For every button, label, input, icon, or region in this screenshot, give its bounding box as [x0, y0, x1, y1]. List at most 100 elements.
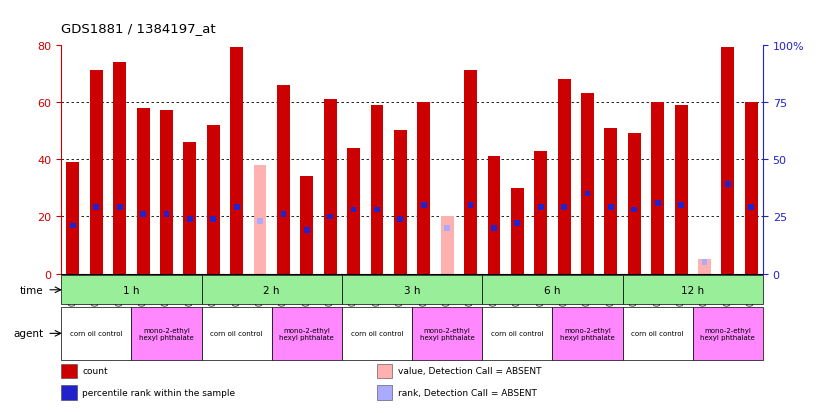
- Bar: [421, 203, 427, 208]
- Bar: [491, 225, 497, 231]
- Bar: [202, 307, 272, 360]
- Text: count: count: [82, 366, 108, 375]
- Bar: [557, 80, 570, 274]
- Bar: [90, 71, 103, 274]
- Bar: [654, 200, 661, 206]
- Bar: [608, 205, 614, 211]
- Text: percentile rank within the sample: percentile rank within the sample: [82, 388, 235, 397]
- Bar: [281, 212, 286, 218]
- Text: time: time: [20, 285, 43, 295]
- Bar: [628, 134, 641, 274]
- Bar: [184, 142, 197, 274]
- Text: corn oil control: corn oil control: [491, 330, 543, 337]
- Bar: [93, 205, 100, 211]
- Bar: [721, 48, 734, 274]
- Bar: [605, 128, 618, 274]
- Bar: [464, 71, 477, 274]
- Text: 2 h: 2 h: [264, 285, 280, 295]
- Bar: [342, 276, 482, 304]
- Bar: [140, 212, 146, 218]
- Text: corn oil control: corn oil control: [70, 330, 122, 337]
- Bar: [61, 307, 131, 360]
- Bar: [66, 163, 79, 274]
- Bar: [444, 225, 450, 231]
- Text: value, Detection Call = ABSENT: value, Detection Call = ABSENT: [398, 366, 542, 375]
- Bar: [632, 207, 637, 213]
- Bar: [377, 364, 392, 378]
- Text: 1 h: 1 h: [123, 285, 140, 295]
- Bar: [230, 48, 243, 274]
- Bar: [725, 182, 731, 188]
- Bar: [394, 131, 407, 274]
- Bar: [206, 126, 220, 274]
- Bar: [254, 166, 267, 274]
- Text: agent: agent: [14, 329, 43, 339]
- Bar: [61, 386, 77, 400]
- Bar: [514, 221, 521, 227]
- Bar: [538, 205, 543, 211]
- Bar: [675, 105, 688, 274]
- Bar: [233, 205, 240, 211]
- Bar: [561, 205, 567, 211]
- Text: mono-2-ethyl
hexyl phthalate: mono-2-ethyl hexyl phthalate: [560, 327, 615, 340]
- Bar: [70, 223, 76, 229]
- Text: corn oil control: corn oil control: [211, 330, 263, 337]
- Bar: [257, 218, 263, 224]
- Bar: [324, 100, 337, 274]
- Bar: [468, 203, 473, 208]
- Bar: [417, 102, 430, 274]
- Bar: [441, 217, 454, 274]
- Text: rank, Detection Call = ABSENT: rank, Detection Call = ABSENT: [398, 388, 537, 397]
- Bar: [342, 307, 412, 360]
- Text: 12 h: 12 h: [681, 285, 704, 295]
- Bar: [482, 307, 552, 360]
- Text: mono-2-ethyl
hexyl phthalate: mono-2-ethyl hexyl phthalate: [279, 327, 335, 340]
- Bar: [327, 214, 333, 220]
- Bar: [131, 307, 202, 360]
- Bar: [698, 260, 711, 274]
- Bar: [351, 207, 357, 213]
- Bar: [412, 307, 482, 360]
- Bar: [187, 216, 193, 222]
- Bar: [623, 276, 763, 304]
- Bar: [347, 148, 360, 274]
- Bar: [136, 108, 149, 274]
- Bar: [511, 188, 524, 274]
- Bar: [272, 307, 342, 360]
- Text: 6 h: 6 h: [544, 285, 561, 295]
- Bar: [370, 105, 384, 274]
- Bar: [377, 386, 392, 400]
- Bar: [61, 364, 77, 378]
- Text: mono-2-ethyl
hexyl phthalate: mono-2-ethyl hexyl phthalate: [139, 327, 194, 340]
- Bar: [623, 307, 693, 360]
- Bar: [651, 102, 664, 274]
- Text: corn oil control: corn oil control: [351, 330, 403, 337]
- Text: corn oil control: corn oil control: [632, 330, 684, 337]
- Bar: [202, 276, 342, 304]
- Text: mono-2-ethyl
hexyl phthalate: mono-2-ethyl hexyl phthalate: [700, 327, 756, 340]
- Bar: [160, 111, 173, 274]
- Text: 3 h: 3 h: [404, 285, 420, 295]
- Bar: [163, 212, 170, 218]
- Bar: [113, 63, 126, 274]
- Bar: [552, 307, 623, 360]
- Bar: [277, 85, 290, 274]
- Bar: [584, 191, 591, 197]
- Bar: [117, 205, 122, 211]
- Bar: [693, 307, 763, 360]
- Bar: [678, 203, 684, 208]
- Bar: [211, 216, 216, 222]
- Bar: [745, 102, 758, 274]
- Bar: [397, 216, 403, 222]
- Bar: [374, 207, 380, 213]
- Bar: [482, 276, 623, 304]
- Bar: [534, 151, 548, 274]
- Bar: [748, 205, 754, 211]
- Text: GDS1881 / 1384197_at: GDS1881 / 1384197_at: [61, 22, 215, 35]
- Bar: [61, 276, 202, 304]
- Bar: [304, 228, 310, 233]
- Bar: [300, 177, 313, 274]
- Bar: [581, 94, 594, 274]
- Bar: [487, 157, 500, 274]
- Bar: [702, 260, 707, 266]
